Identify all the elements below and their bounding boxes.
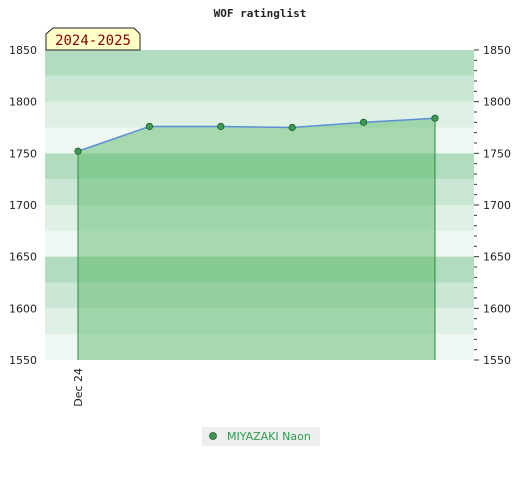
y-tick-label-left: 1850 (9, 44, 37, 57)
background-band (45, 205, 474, 231)
y-tick-label-left: 1800 (9, 96, 37, 109)
y-tick-label-left: 1550 (9, 354, 37, 367)
y-tick-label-right: 1650 (483, 251, 511, 264)
y-tick-label-left: 1700 (9, 199, 37, 212)
background-band (45, 127, 474, 154)
background-band (45, 308, 474, 335)
background-band (45, 179, 474, 205)
background-band (45, 75, 474, 102)
data-point (217, 122, 225, 131)
season-badge-shape (45, 27, 141, 51)
background-band (45, 230, 474, 257)
background-bands (45, 50, 474, 360)
series-area (78, 118, 435, 360)
area-layer (77, 118, 436, 360)
line-layer (77, 117, 436, 152)
legend-box (202, 427, 320, 446)
y-tick-label-right: 1750 (483, 147, 511, 160)
legend-label: MIYAZAKI Naon (227, 430, 311, 443)
background-band (45, 101, 474, 128)
data-point (74, 147, 82, 155)
y-tick-label-right: 1550 (483, 354, 511, 367)
data-point (145, 122, 153, 131)
x-tick-label: Dec 24 (72, 368, 85, 407)
background-band (45, 256, 474, 283)
y-tick-label-right: 1850 (483, 44, 511, 57)
legend-marker-icon (209, 432, 217, 440)
axes: 1550 1550 1600 1600 1650 1650 1700 1700 1750 1750… (9, 44, 511, 407)
season-label: 2024-2025 (55, 33, 131, 49)
y-tick-label-left: 1750 (9, 147, 37, 160)
legend: MIYAZAKI Naon (202, 427, 320, 446)
background-band (45, 334, 474, 360)
y-tick-label-left: 1600 (9, 302, 37, 315)
data-point (288, 123, 296, 132)
y-tick-label-right: 1800 (483, 96, 511, 109)
y-tick-label-left: 1650 (9, 251, 37, 264)
season-badge: 2024-2025 (45, 27, 141, 51)
background-band (45, 282, 474, 309)
series-line (77, 117, 436, 152)
y-tick-label-right: 1700 (483, 199, 511, 212)
y-tick-label-right: 1600 (483, 302, 511, 315)
data-point (359, 118, 368, 126)
background-band (45, 50, 474, 76)
data-point (431, 114, 439, 122)
background-band (45, 153, 474, 180)
points-layer (74, 114, 439, 155)
chart-title: WOF ratinglist (214, 7, 307, 20)
